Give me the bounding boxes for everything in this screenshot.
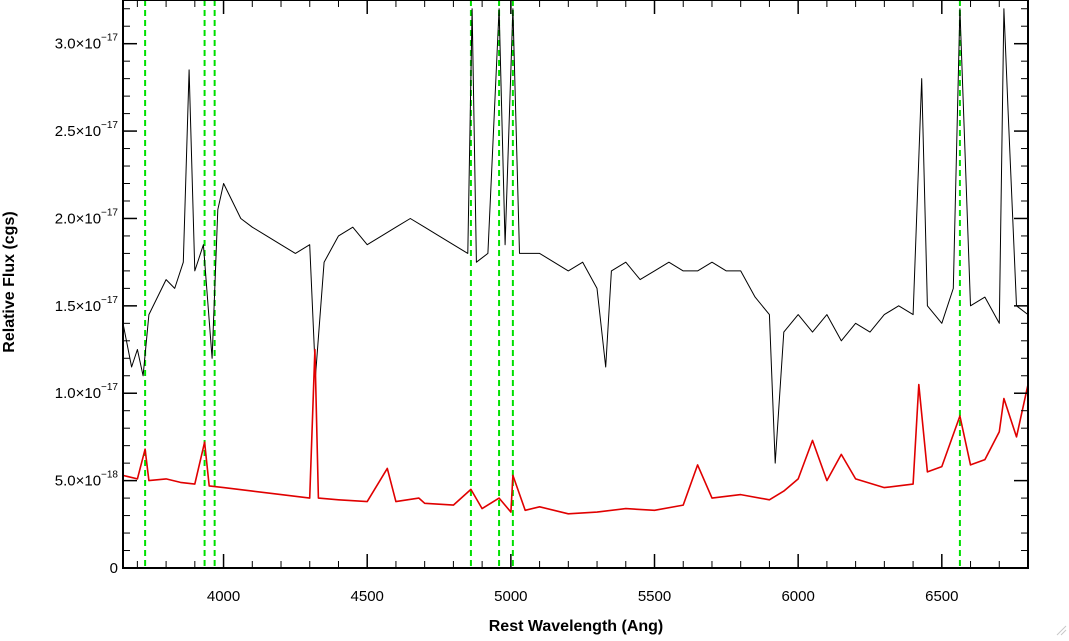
y-tick-label: 2.0×10−17	[55, 207, 119, 227]
x-tick-label: 4500	[351, 588, 384, 605]
x-tick-labels: 4000 4500 5000 5500 6000 6500	[207, 588, 959, 605]
y-axis-label: Relative Flux (cgs)	[1, 211, 18, 352]
y-tick-label: 0	[110, 560, 118, 577]
y-tick-label: 3.0×10−17	[55, 33, 119, 53]
series-layer	[122, 8, 1029, 515]
x-tick-label: 5000	[494, 588, 527, 605]
x-tick-label: 6500	[925, 588, 958, 605]
y-tick-label: 2.5×10−17	[55, 120, 119, 140]
resize-grip-icon[interactable]	[1055, 623, 1067, 636]
spectrum-line	[122, 8, 1029, 464]
y-tick-label: 1.5×10−17	[55, 295, 119, 315]
x-axis-label: Rest Wavelength (Ang)	[489, 618, 664, 635]
model-line	[122, 348, 1029, 515]
y-tick-labels: 0 5.0×10−18 1.0×10−17 1.5×10−17 2.0×10−17 2.5…	[55, 33, 119, 577]
x-tick-label: 5500	[638, 588, 671, 605]
axes-layer	[122, 0, 1029, 569]
y-tick-label: 5.0×10−18	[55, 470, 119, 490]
y-tick-label: 1.0×10−17	[55, 382, 119, 402]
x-tick-label: 6000	[781, 588, 814, 605]
x-tick-label: 4000	[207, 588, 240, 605]
plot-frame	[122, 0, 1029, 569]
